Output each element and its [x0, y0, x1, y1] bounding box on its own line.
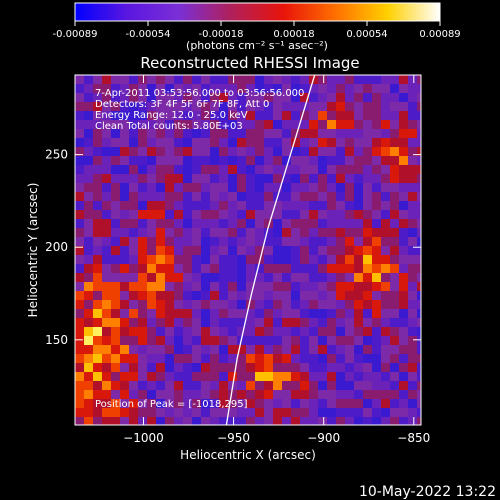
y-tick-label: 150 [45, 333, 68, 347]
colorbar-tick-label: -0.00089 [53, 29, 98, 40]
colorbar-tick-label: -0.00054 [126, 29, 171, 40]
info-line: Detectors: 3F 4F 5F 6F 7F 8F, Att 0 [95, 99, 269, 110]
x-tick-label: −1000 [123, 431, 164, 445]
x-tick-label: −950 [217, 431, 250, 445]
colorbar-tick-label: 0.00054 [346, 29, 387, 40]
info-line: Energy Range: 12.0 - 25.0 keV [95, 110, 248, 121]
x-axis-label: Heliocentric X (arcsec) [180, 448, 316, 462]
colorbar-tick-label: -0.00018 [199, 29, 244, 40]
colorbar-ticks: -0.00089 -0.00054 -0.00018 0.00018 0.00054 0.… [53, 21, 461, 40]
chart-title: Reconstructed RHESSI Image [140, 54, 359, 72]
colorbar: -0.00089 -0.00054 -0.00018 0.00018 0.00054 0.… [53, 2, 461, 52]
observation-info: 7-Apr-2011 03:53:56.000 to 03:56:56.000D… [95, 88, 304, 132]
info-line: Clean Total counts: 5.80E+03 [95, 121, 243, 132]
y-axis-label: Heliocentric Y (arcsec) [26, 183, 40, 318]
y-axis-ticks: 150 200 250 [45, 148, 421, 347]
footer-timestamp: 10-May-2022 13:22 [359, 484, 496, 500]
info-line: 7-Apr-2011 03:53:56.000 to 03:56:56.000 [95, 88, 304, 99]
colorbar-gradient [74, 2, 441, 22]
x-tick-label: −900 [307, 431, 340, 445]
y-tick-label: 250 [45, 148, 68, 162]
x-axis-ticks: −1000 −950 −900 −850 [123, 75, 430, 445]
peak-position-label: Position of Peak = [-1018,295] [95, 399, 248, 410]
colorbar-unit-label: (photons cm⁻² s⁻¹ asec⁻²) [186, 39, 328, 52]
solar-limb-curve [225, 74, 316, 426]
heatmap-image [75, 75, 421, 425]
x-tick-label: −850 [397, 431, 430, 445]
colorbar-tick-label: 0.00018 [273, 29, 314, 40]
colorbar-tick-label: 0.00089 [419, 29, 460, 40]
y-tick-label: 200 [45, 240, 68, 254]
plot-frame [74, 74, 422, 426]
